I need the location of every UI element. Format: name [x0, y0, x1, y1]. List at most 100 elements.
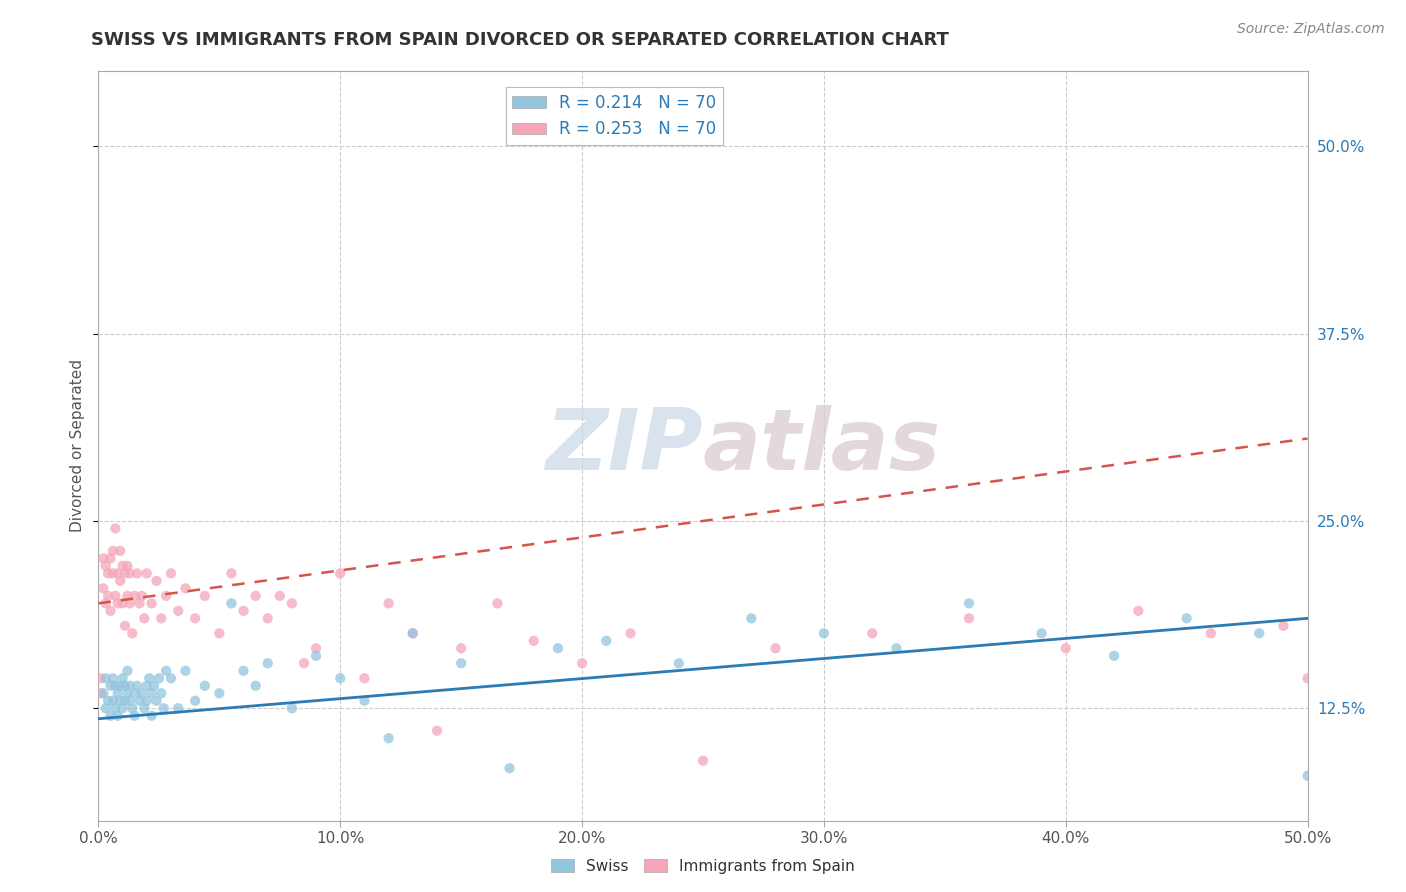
Point [127, 679, 149, 693]
Point [141, 708, 163, 723]
Point [111, 701, 134, 715]
Point [595, 633, 617, 648]
Point [114, 619, 136, 633]
Y-axis label: Divorced or Separated: Divorced or Separated [70, 359, 86, 533]
Point [402, 626, 425, 640]
Point [167, 701, 190, 715]
Point [94, 671, 117, 685]
Point [281, 596, 304, 610]
Point [100, 604, 122, 618]
Point [114, 566, 136, 581]
Point [121, 701, 143, 715]
Point [128, 596, 150, 610]
Point [124, 589, 146, 603]
Point [134, 611, 156, 625]
Point [886, 641, 908, 656]
Point [221, 566, 243, 581]
Point [957, 596, 980, 610]
Point [1296, 671, 1319, 685]
Point [160, 566, 183, 581]
Point [108, 679, 131, 693]
Point [124, 708, 146, 723]
Point [184, 694, 207, 708]
Point [498, 761, 520, 775]
Point [692, 754, 714, 768]
Point [91, 686, 114, 700]
Text: atlas: atlas [703, 404, 941, 488]
Point [117, 686, 139, 700]
Point [134, 701, 156, 715]
Point [208, 686, 231, 700]
Point [155, 589, 177, 603]
Point [256, 657, 278, 671]
Point [107, 686, 129, 700]
Legend: R = 0.214   N = 70, R = 0.253   N = 70: R = 0.214 N = 70, R = 0.253 N = 70 [506, 87, 723, 145]
Point [97, 589, 120, 603]
Point [269, 589, 291, 603]
Point [107, 596, 129, 610]
Point [1272, 619, 1295, 633]
Point [104, 521, 127, 535]
Point [256, 611, 278, 625]
Point [100, 708, 122, 723]
Point [107, 708, 129, 723]
Point [100, 679, 122, 693]
Point [145, 694, 167, 708]
Point [101, 694, 124, 708]
Point [1199, 626, 1222, 640]
Point [118, 596, 141, 610]
Point [94, 558, 117, 573]
Point [97, 566, 120, 581]
Text: ZIP: ZIP [546, 404, 703, 488]
Point [114, 679, 136, 693]
Point [90, 686, 112, 700]
Point [145, 574, 167, 588]
Point [124, 686, 146, 700]
Point [167, 604, 190, 618]
Point [108, 694, 131, 708]
Point [117, 558, 139, 573]
Point [619, 626, 641, 640]
Point [150, 686, 173, 700]
Point [174, 582, 197, 596]
Point [160, 671, 183, 685]
Point [94, 596, 117, 610]
Point [232, 604, 254, 618]
Point [329, 566, 352, 581]
Point [377, 731, 399, 746]
Point [1128, 604, 1150, 618]
Point [104, 679, 127, 693]
Point [131, 589, 153, 603]
Point [111, 558, 134, 573]
Point [353, 694, 375, 708]
Point [141, 596, 163, 610]
Point [121, 626, 143, 640]
Point [174, 664, 197, 678]
Point [523, 633, 546, 648]
Point [135, 566, 157, 581]
Point [108, 574, 131, 588]
Point [101, 544, 124, 558]
Point [957, 611, 980, 625]
Point [1175, 611, 1198, 625]
Point [107, 566, 129, 581]
Point [118, 566, 141, 581]
Point [353, 671, 375, 685]
Point [135, 679, 157, 693]
Point [245, 679, 267, 693]
Point [402, 626, 425, 640]
Point [450, 641, 472, 656]
Point [91, 582, 114, 596]
Point [101, 566, 124, 581]
Legend: Swiss, Immigrants from Spain: Swiss, Immigrants from Spain [546, 853, 860, 880]
Point [547, 641, 569, 656]
Point [97, 694, 120, 708]
Point [155, 664, 177, 678]
Point [138, 671, 160, 685]
Point [111, 596, 134, 610]
Point [292, 657, 315, 671]
Point [329, 671, 352, 685]
Text: SWISS VS IMMIGRANTS FROM SPAIN DIVORCED OR SEPARATED CORRELATION CHART: SWISS VS IMMIGRANTS FROM SPAIN DIVORCED … [91, 31, 949, 49]
Point [150, 611, 173, 625]
Point [305, 641, 328, 656]
